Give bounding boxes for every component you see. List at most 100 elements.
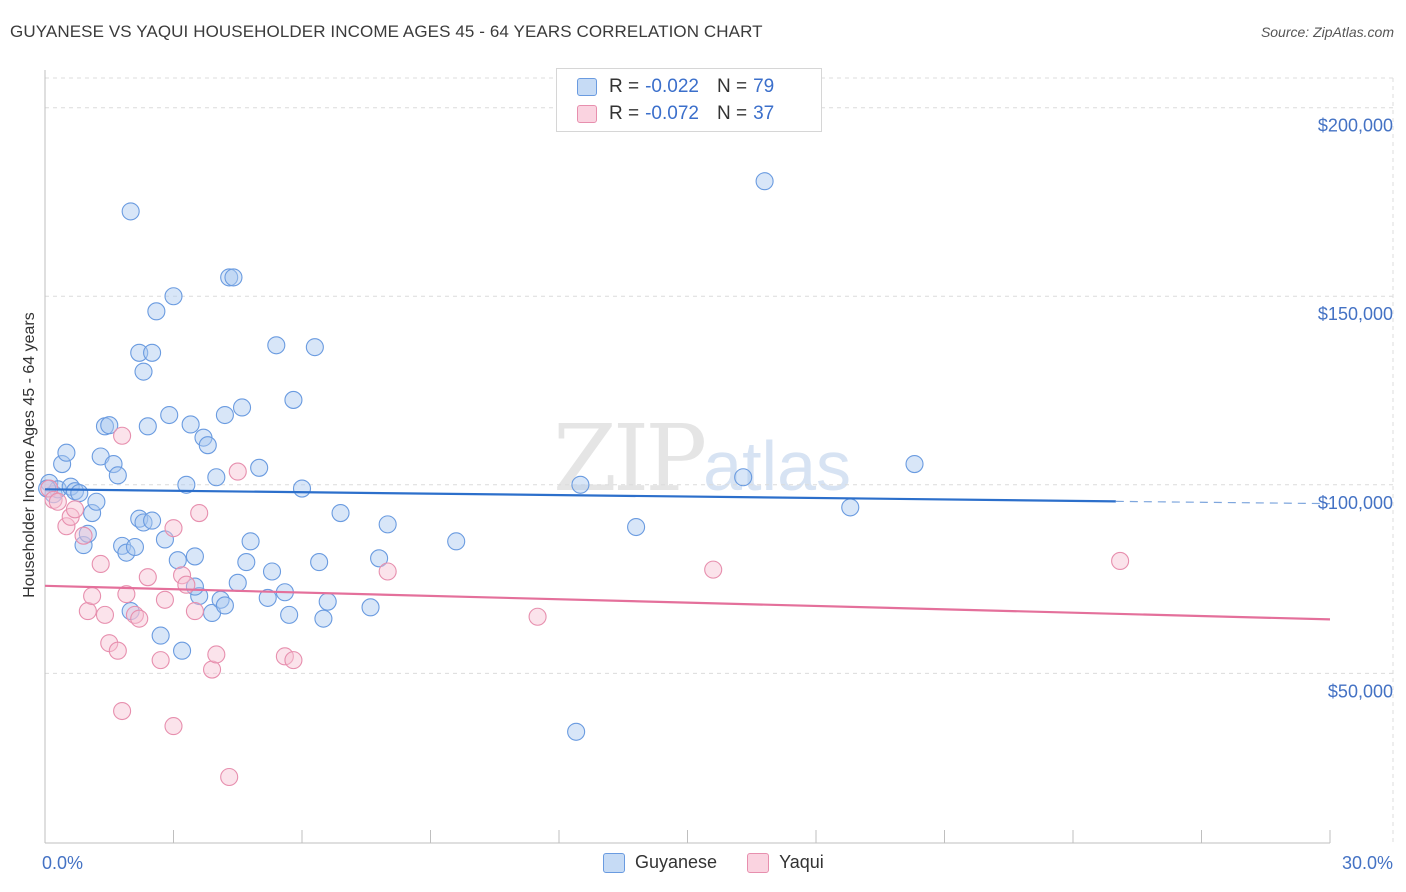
- data-point: [138, 417, 157, 436]
- data-point: [228, 462, 247, 481]
- series-legend: Guyanese Yaqui: [603, 852, 854, 873]
- axes: [44, 70, 1331, 844]
- data-point: [203, 660, 222, 679]
- data-point: [151, 651, 170, 670]
- data-point: [138, 568, 157, 587]
- data-point: [74, 526, 93, 545]
- chart-title: GUYANESE VS YAQUI HOUSEHOLDER INCOME AGE…: [10, 22, 763, 41]
- legend-swatch-guyanese: [577, 78, 597, 96]
- data-point: [104, 454, 123, 474]
- data-point: [87, 492, 106, 511]
- data-point: [78, 602, 97, 621]
- y-tick-label: $100,000: [1318, 493, 1393, 513]
- data-point: [215, 405, 234, 425]
- legend-label-yaqui: Yaqui: [779, 852, 824, 872]
- legend-item-guyanese[interactable]: Guyanese: [603, 852, 717, 873]
- data-point: [220, 767, 239, 787]
- legend-swatch-yaqui: [577, 105, 597, 123]
- data-point: [177, 475, 196, 494]
- data-point: [185, 547, 204, 566]
- y-tick-label: $150,000: [1318, 304, 1393, 324]
- series-guyanese: [38, 172, 924, 741]
- data-point: [207, 468, 226, 487]
- data-point: [100, 416, 119, 435]
- legend-swatch-yaqui: [747, 852, 770, 873]
- data-point: [164, 287, 183, 306]
- data-point: [168, 551, 187, 570]
- source-label: Source: ZipAtlas.com: [1260, 24, 1394, 40]
- data-point: [48, 492, 67, 511]
- data-point: [1111, 551, 1130, 570]
- data-point: [91, 554, 110, 574]
- data-point: [905, 454, 924, 474]
- data-point: [113, 701, 132, 721]
- data-point: [185, 602, 204, 621]
- trend-line-guyanese: [44, 488, 1116, 503]
- data-point: [117, 585, 136, 604]
- data-point: [134, 362, 153, 381]
- legend-r-label: R =: [609, 103, 640, 124]
- data-point: [65, 500, 85, 519]
- data-point: [130, 609, 149, 628]
- data-point: [198, 436, 217, 455]
- data-point: [734, 468, 753, 487]
- data-point: [250, 458, 269, 477]
- data-point: [147, 302, 166, 321]
- data-point: [83, 504, 102, 523]
- data-point: [224, 268, 243, 287]
- data-point: [70, 484, 89, 503]
- trend-extension-guyanese: [1115, 500, 1331, 505]
- data-point: [378, 515, 397, 534]
- data-point: [571, 475, 590, 494]
- data-point: [173, 566, 192, 585]
- legend-r-value: -0.022: [645, 76, 699, 97]
- data-point: [125, 537, 144, 557]
- data-point: [173, 641, 192, 660]
- data-point: [228, 573, 247, 592]
- data-point: [704, 560, 723, 579]
- series-yaqui: [40, 426, 1130, 787]
- data-point: [74, 536, 93, 555]
- y-tick-label: $200,000: [1318, 116, 1393, 136]
- data-point: [528, 607, 547, 626]
- data-point: [237, 553, 256, 572]
- data-point: [121, 202, 140, 221]
- legend-n-label: N =: [716, 76, 748, 97]
- data-point: [447, 532, 466, 551]
- tick-labels: $50,000 $100,000 $150,000 $200,000 0.0% 30.0%: [42, 116, 1393, 873]
- data-point: [267, 336, 286, 355]
- data-point: [108, 466, 127, 485]
- data-point: [258, 588, 277, 607]
- data-point: [57, 443, 76, 462]
- data-point: [755, 172, 774, 191]
- legend-swatch-guyanese: [603, 852, 625, 873]
- data-point: [627, 517, 646, 537]
- legend-r-label: R =: [609, 76, 640, 97]
- data-point: [318, 592, 337, 611]
- data-point: [190, 504, 209, 523]
- legend-label-guyanese: Guyanese: [635, 852, 718, 872]
- data-point: [108, 641, 127, 660]
- data-point: [83, 586, 102, 606]
- data-point: [215, 596, 234, 615]
- data-point: [143, 511, 162, 530]
- data-point: [284, 390, 303, 409]
- data-point: [95, 605, 115, 624]
- data-point: [841, 498, 860, 517]
- x-tick-label: 0.0%: [42, 853, 83, 873]
- data-point: [232, 398, 252, 417]
- data-point: [57, 517, 76, 536]
- data-point: [262, 562, 282, 581]
- legend-n-value: 37: [753, 103, 775, 124]
- legend-n-label: N =: [716, 103, 748, 124]
- data-point: [151, 626, 170, 645]
- legend-r-value: -0.072: [645, 103, 699, 124]
- stats-legend: R = -0.022 N = 79 R = -0.072 N = 37: [556, 68, 822, 132]
- data-point: [284, 651, 303, 670]
- legend-item-yaqui[interactable]: Yaqui: [747, 852, 824, 873]
- data-point: [181, 415, 200, 434]
- data-point: [310, 553, 329, 572]
- data-point: [53, 454, 72, 474]
- data-point: [220, 268, 239, 287]
